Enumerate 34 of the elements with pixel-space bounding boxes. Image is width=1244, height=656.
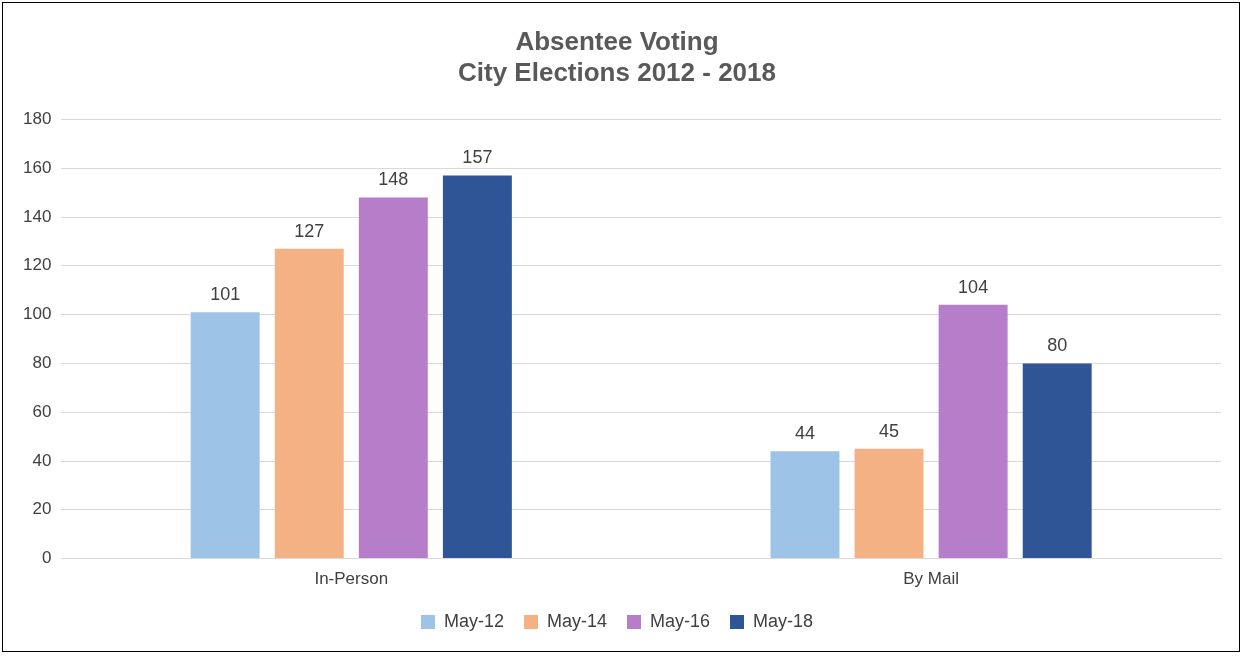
legend-label: May-12 (443, 610, 504, 631)
y-tick-label: 0 (41, 548, 52, 568)
y-tick-label: 100 (22, 304, 52, 324)
x-tick-label: In-Person (314, 569, 389, 589)
data-label: 80 (1047, 335, 1068, 356)
x-tick-label: By Mail (903, 569, 959, 589)
y-tick-label: 120 (22, 255, 52, 275)
legend-label: May-14 (546, 610, 608, 631)
text: City Elections 2012 - 2018 (458, 56, 776, 87)
text: Absentee Voting (515, 25, 719, 56)
bar (358, 197, 428, 559)
data-label: 104 (958, 276, 989, 297)
data-label: 148 (378, 169, 409, 190)
bar (854, 448, 924, 559)
y-tick-label: 40 (32, 450, 52, 470)
data-label: 157 (462, 147, 493, 168)
bar (190, 312, 260, 559)
data-label: 44 (794, 423, 815, 444)
y-tick-label: 80 (32, 353, 52, 373)
y-tick-label: 180 (22, 109, 52, 129)
legend-label: May-18 (753, 610, 814, 631)
bar (1022, 363, 1092, 559)
y-tick-label: 160 (22, 157, 52, 177)
bar (770, 451, 840, 559)
bar (442, 175, 512, 559)
y-tick-label: 140 (22, 206, 52, 226)
data-label: 127 (294, 220, 325, 241)
data-label: 45 (879, 420, 900, 441)
y-tick-label: 60 (32, 401, 52, 421)
data-label: 101 (210, 284, 241, 305)
legend-label: May-16 (650, 610, 711, 631)
bar (274, 248, 344, 559)
bar (938, 304, 1008, 559)
y-tick-label: 20 (32, 499, 52, 519)
